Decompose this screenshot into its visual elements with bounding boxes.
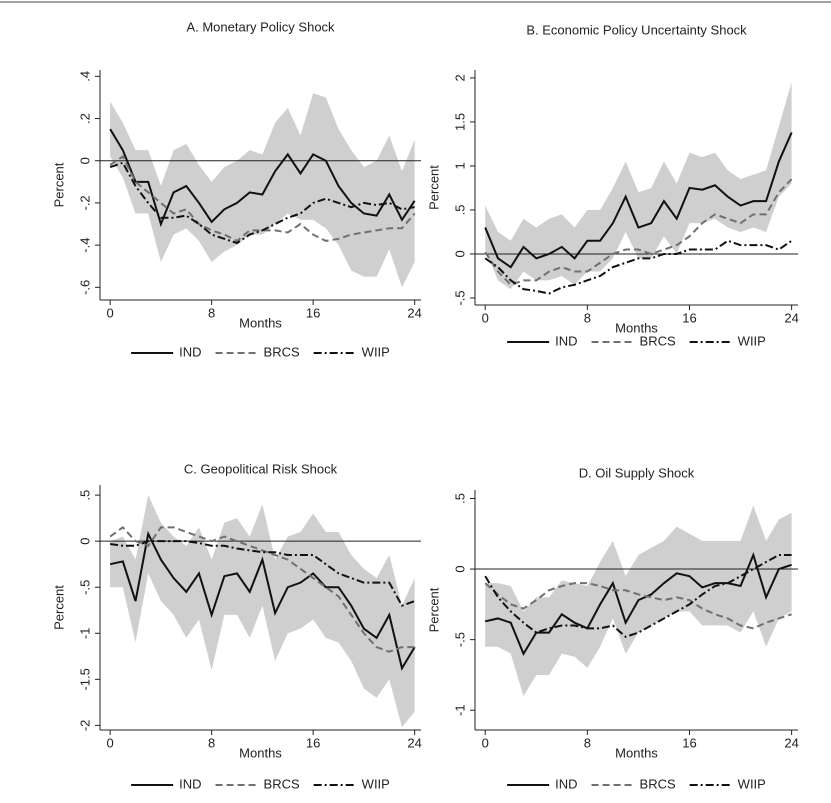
y-tick-label: -.2 xyxy=(77,195,92,210)
legend: IND BRCS WIIP xyxy=(507,776,766,791)
y-tick-label: -.5 xyxy=(452,290,467,305)
y-tick-label: -1 xyxy=(77,628,92,640)
x-tick-label: 8 xyxy=(584,735,591,750)
legend-label: IND xyxy=(555,776,577,791)
panel-title: A. Monetary Policy Shock xyxy=(186,19,335,34)
legend-label: WIIP xyxy=(362,344,390,359)
panel-title: C. Geopolitical Risk Shock xyxy=(184,461,338,476)
y-axis-label: Percent xyxy=(426,587,441,632)
y-tick-label: .4 xyxy=(77,71,92,82)
legend: IND BRCS WIIP xyxy=(131,344,390,359)
series-line xyxy=(484,132,793,269)
y-tick-label: 0 xyxy=(452,565,467,572)
legend-label: WIIP xyxy=(738,776,766,791)
y-tick-label: .5 xyxy=(452,205,467,216)
panel-title: D. Oil Supply Shock xyxy=(579,465,695,480)
series-line xyxy=(484,178,793,286)
series-line xyxy=(109,530,416,671)
x-tick-label: 16 xyxy=(682,310,696,325)
y-tick-label: -.6 xyxy=(77,280,92,295)
legend-label: BRCS xyxy=(640,776,676,791)
legend: IND BRCS WIIP xyxy=(131,776,390,791)
y-tick-label: 0 xyxy=(452,250,467,257)
x-tick-label: 24 xyxy=(784,735,798,750)
y-tick-label: .5 xyxy=(77,490,92,501)
series-line xyxy=(109,161,415,245)
confidence-band xyxy=(110,93,415,288)
y-tick-label: -2 xyxy=(77,720,92,732)
legend-label: BRCS xyxy=(264,776,300,791)
x-tick-label: 8 xyxy=(584,310,591,325)
x-tick-label: 24 xyxy=(407,305,421,320)
y-axis-label: Percent xyxy=(51,585,66,630)
y-tick-label: -.5 xyxy=(452,632,467,647)
legend-label: BRCS xyxy=(640,333,676,348)
panel-title: B. Economic Policy Uncertainty Shock xyxy=(526,22,747,37)
y-tick-label: 1.5 xyxy=(452,113,467,131)
panel: D. Oil Supply Shock -1 -.5 0 .5 0 8 16 24 Months P… xyxy=(426,465,798,791)
series-line xyxy=(484,582,792,630)
legend-label: IND xyxy=(555,333,577,348)
confidence-band xyxy=(110,495,415,728)
legend-label: IND xyxy=(179,344,201,359)
x-tick-label: 0 xyxy=(482,735,489,750)
series-line xyxy=(109,128,416,228)
y-tick-label: 0 xyxy=(77,538,92,545)
series-line xyxy=(110,540,416,607)
y-tick-label: 0 xyxy=(77,157,92,164)
legend-label: IND xyxy=(179,776,201,791)
y-tick-label: -1.5 xyxy=(77,668,92,690)
x-tick-label: 24 xyxy=(784,310,798,325)
x-axis-label: Months xyxy=(239,315,282,330)
y-axis-label: Percent xyxy=(51,162,66,207)
panel: C. Geopolitical Risk Shock -2 -1.5 -1 -.5 0 .5… xyxy=(51,461,421,791)
series-line xyxy=(484,239,793,295)
y-tick-label: .2 xyxy=(77,113,92,124)
legend-label: WIIP xyxy=(738,333,766,348)
x-tick-label: 0 xyxy=(107,735,114,750)
x-tick-label: 16 xyxy=(306,305,320,320)
x-axis-label: Months xyxy=(615,745,658,760)
x-axis-label: Months xyxy=(615,320,658,335)
legend-label: WIIP xyxy=(362,776,390,791)
legend-label: BRCS xyxy=(264,344,300,359)
series-line xyxy=(109,526,415,653)
x-tick-label: 16 xyxy=(306,735,320,750)
panel: B. Economic Policy Uncertainty Shock -.5 0… xyxy=(426,22,798,348)
y-tick-label: -.5 xyxy=(77,580,92,595)
x-tick-label: 24 xyxy=(407,735,421,750)
y-tick-label: 2 xyxy=(452,74,467,81)
y-axis-label: Percent xyxy=(426,165,441,210)
panel: A. Monetary Policy Shock -.6 -.4 -.2 0 .2 .4 0 8… xyxy=(51,19,421,359)
x-tick-label: 0 xyxy=(482,310,489,325)
x-tick-label: 8 xyxy=(208,735,215,750)
y-tick-label: -1 xyxy=(452,704,467,716)
x-axis-label: Months xyxy=(239,745,282,760)
x-tick-label: 0 xyxy=(107,305,114,320)
series-line xyxy=(484,553,792,638)
y-tick-label: -.4 xyxy=(77,238,92,253)
y-tick-label: 1 xyxy=(452,162,467,169)
y-tick-label: .5 xyxy=(452,493,467,504)
legend: IND BRCS WIIP xyxy=(507,333,766,348)
confidence-band xyxy=(485,82,792,290)
x-tick-label: 8 xyxy=(208,305,215,320)
x-tick-label: 16 xyxy=(682,735,696,750)
